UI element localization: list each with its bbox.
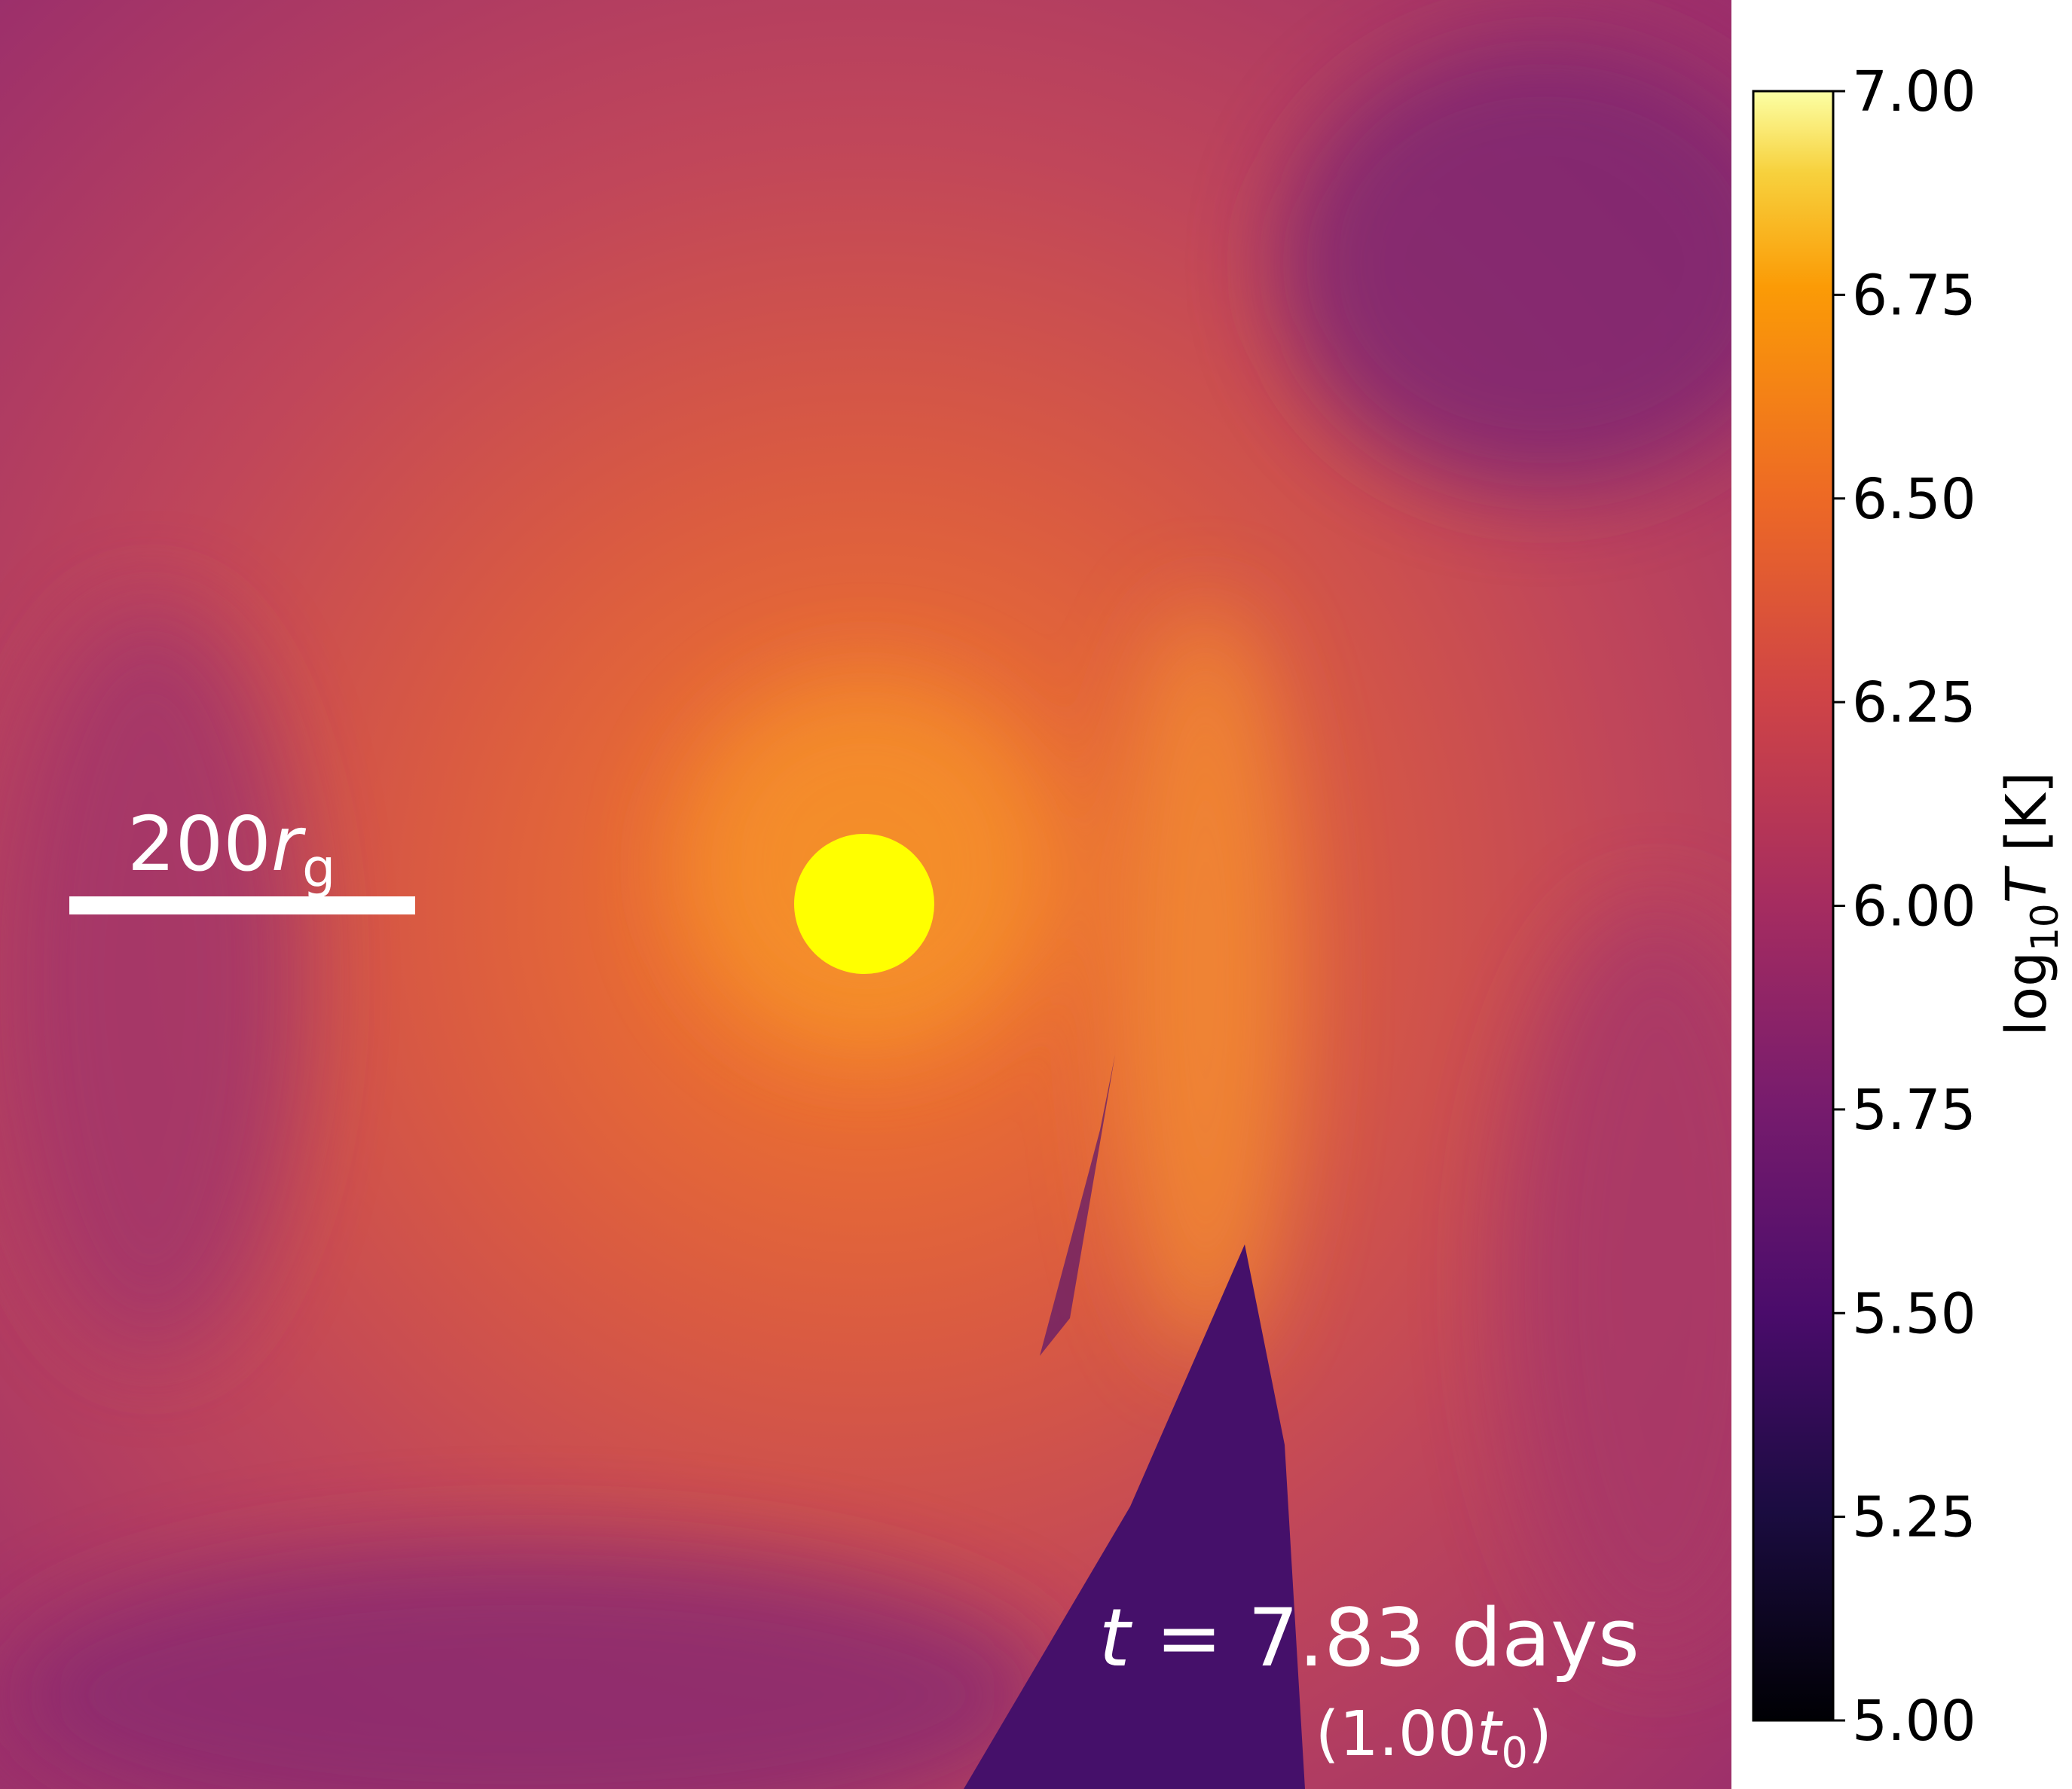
colorbar-tick-label: 5.00: [1852, 1689, 1976, 1754]
colorbar-tick-label: 7.00: [1852, 60, 1976, 124]
colorbar-tick-label: 6.00: [1852, 875, 1976, 939]
colorbar-tick-label: 6.50: [1852, 467, 1976, 532]
scale-bar-label: 200rg: [127, 800, 335, 899]
scale-number: 200: [127, 800, 271, 888]
black-hole-marker: [794, 834, 934, 974]
colorbar-tick-label: 5.50: [1852, 1281, 1976, 1346]
scale-subscript: g: [302, 838, 335, 899]
colorbar-tick-label: 6.25: [1852, 670, 1976, 735]
colorbar-tick-label: 6.75: [1852, 263, 1976, 328]
time-unit-label: (1.00t0): [1316, 1699, 1552, 1778]
temperature-map: [0, 0, 1731, 1789]
time-value: = 7.83 days: [1130, 1592, 1640, 1684]
time-unit-number: (1.00: [1316, 1699, 1478, 1770]
colorbar: [1752, 90, 1835, 1722]
colorbar-label-symbol: T: [1994, 865, 2059, 903]
colorbar-label-unit: [K]: [1994, 771, 2059, 869]
time-unit-subscript: 0: [1501, 1729, 1528, 1778]
colorbar-label: log10T [K]: [1994, 771, 2067, 1036]
time-label: t = 7.83 days: [1099, 1592, 1640, 1684]
scale-bar: [69, 896, 415, 914]
time-unit-close: ): [1528, 1699, 1552, 1770]
scale-symbol: r: [271, 800, 307, 888]
colorbar-tick-label: 5.75: [1852, 1078, 1976, 1143]
time-unit-symbol: t: [1477, 1699, 1503, 1770]
colorbar-tick-label: 5.25: [1852, 1485, 1976, 1550]
colorbar-label-log: log: [1994, 951, 2059, 1036]
colorbar-label-subscript: 10: [2023, 903, 2067, 951]
time-symbol: t: [1099, 1592, 1132, 1684]
